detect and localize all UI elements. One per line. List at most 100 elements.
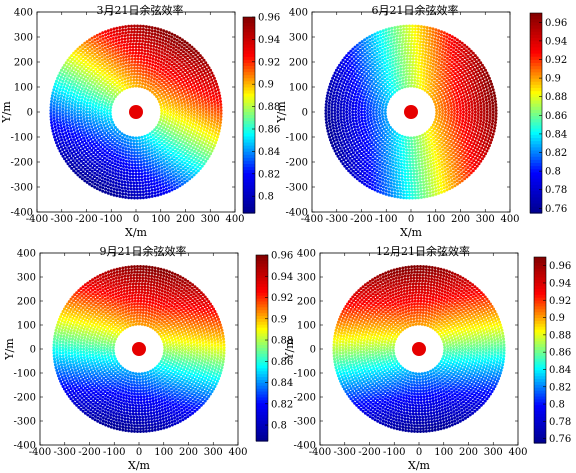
heliostat-point: [99, 137, 103, 141]
heliostat-point: [386, 66, 389, 70]
heliostat-point: [128, 172, 132, 176]
heliostat-point: [153, 67, 157, 71]
colorbar-segment: [243, 124, 255, 128]
heliostat-point: [344, 145, 348, 149]
heliostat-point: [55, 86, 59, 90]
heliostat-point: [390, 74, 394, 77]
heliostat-point: [146, 174, 150, 178]
heliostat-point: [372, 138, 376, 142]
heliostat-point: [128, 85, 132, 89]
colorbar-segment: [243, 99, 255, 104]
heliostat-point: [167, 158, 171, 162]
heliostat-point: [202, 162, 206, 166]
heliostat-point: [411, 72, 414, 76]
heliostat-point: [360, 116, 364, 120]
heliostat-point: [388, 126, 392, 129]
heliostat-point: [104, 190, 107, 194]
heliostat-point: [470, 89, 474, 93]
heliostat-point: [150, 182, 153, 186]
heliostat-point: [431, 30, 435, 34]
heliostat-point: [381, 29, 385, 33]
heliostat-point: [463, 80, 467, 84]
heliostat-point: [383, 142, 387, 145]
heliostat-point: [55, 118, 59, 121]
heliostat-point: [450, 94, 453, 98]
heliostat-point: [100, 66, 104, 70]
heliostat-point: [178, 40, 182, 44]
heliostat-point: [79, 76, 83, 80]
heliostat-point: [175, 156, 179, 160]
heliostat-point: [75, 143, 79, 147]
heliostat-point: [199, 70, 203, 74]
heliostat-point: [119, 53, 123, 57]
heliostat-point: [454, 122, 458, 126]
heliostat-point: [168, 126, 172, 130]
heliostat-point: [111, 40, 115, 44]
heliostat-point: [396, 189, 400, 193]
heliostat-point: [394, 167, 398, 171]
heliostat-point: [70, 101, 74, 105]
heliostat-point: [124, 165, 128, 169]
heliostat-point: [119, 56, 123, 60]
heliostat-point: [140, 85, 144, 89]
heliostat-point: [427, 51, 431, 55]
heliostat-point: [460, 48, 463, 52]
heliostat-point: [79, 131, 83, 134]
heliostat-point: [79, 171, 83, 175]
heliostat-point: [74, 53, 78, 57]
heliostat-point: [380, 91, 384, 95]
heliostat-point: [484, 145, 488, 149]
heliostat-point: [348, 112, 352, 115]
heliostat-point: [50, 124, 54, 127]
heliostat-point: [430, 184, 434, 188]
heliostat-point: [484, 68, 487, 72]
heliostat-point: [171, 93, 175, 97]
heliostat-point: [365, 169, 369, 173]
heliostat-point: [124, 159, 128, 163]
heliostat-point: [427, 140, 431, 144]
heliostat-point: [122, 87, 126, 91]
colorbar-segment: [243, 157, 255, 162]
heliostat-point: [121, 74, 125, 78]
heliostat-point: [440, 131, 444, 135]
heliostat-point: [482, 79, 486, 83]
heliostat-point: [378, 170, 381, 174]
colorbar-segment: [243, 62, 255, 67]
heliostat-point: [114, 42, 118, 46]
heliostat-point: [338, 82, 342, 86]
heliostat-point: [163, 147, 167, 151]
heliostat-point: [159, 31, 163, 35]
heliostat-point: [441, 176, 445, 180]
heliostat-point: [171, 72, 175, 76]
heliostat-point: [127, 24, 131, 28]
heliostat-point: [100, 87, 104, 91]
heliostat-point: [380, 77, 384, 81]
heliostat-point: [138, 39, 142, 43]
heliostat-point: [395, 142, 399, 146]
heliostat-point: [101, 77, 105, 81]
heliostat-point: [444, 48, 448, 52]
heliostat-point: [405, 151, 409, 155]
heliostat-point: [103, 141, 107, 145]
heliostat-point: [161, 179, 165, 183]
heliostat-point: [341, 58, 345, 62]
heliostat-point: [162, 191, 166, 195]
heliostat-point: [345, 107, 349, 111]
heliostat-point: [437, 126, 441, 130]
heliostat-point: [167, 98, 171, 102]
heliostat-point: [347, 128, 351, 132]
heliostat-point: [339, 61, 343, 65]
heliostat-point: [52, 119, 56, 123]
heliostat-point: [400, 177, 404, 181]
heliostat-point: [64, 153, 68, 157]
heliostat-point: [96, 73, 100, 77]
heliostat-point: [391, 48, 395, 51]
heliostat-point: [488, 134, 492, 138]
heliostat-point: [486, 91, 490, 95]
heliostat-point: [109, 118, 113, 121]
heliostat-point: [100, 162, 104, 166]
heliostat-point: [411, 63, 414, 67]
heliostat-point: [379, 33, 383, 37]
colorbar-segment: [243, 50, 255, 55]
heliostat-point: [130, 60, 134, 64]
